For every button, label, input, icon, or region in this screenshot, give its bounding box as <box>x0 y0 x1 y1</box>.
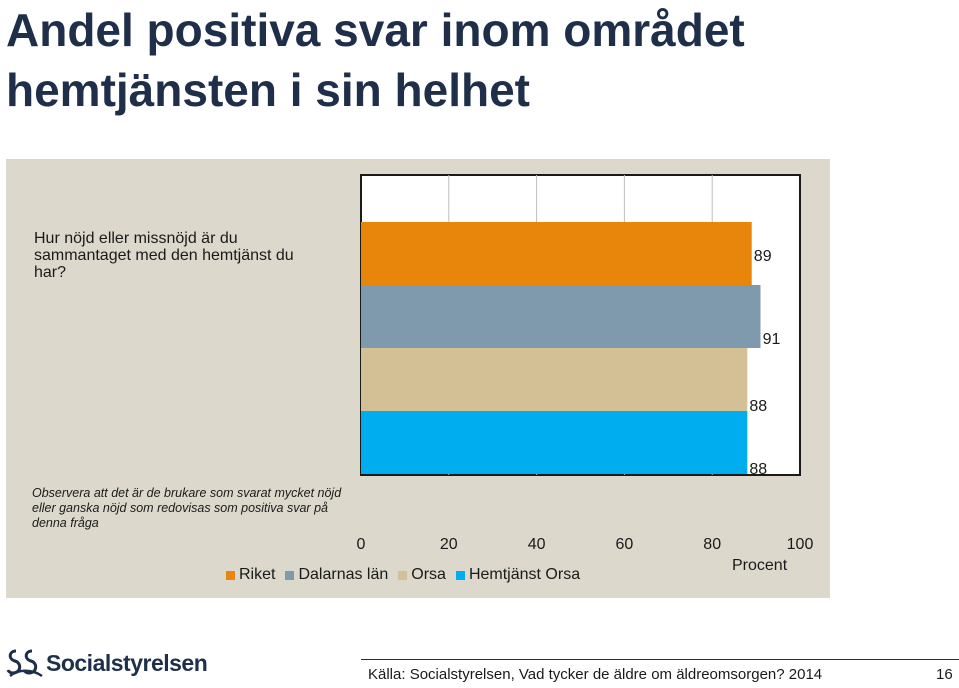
data-label: 88 <box>749 461 767 478</box>
x-tick-label: 60 <box>616 536 634 553</box>
footer-divider <box>361 659 959 660</box>
bar-dalarnas-l-n <box>361 285 761 348</box>
legend-item: Dalarnas län <box>285 566 388 584</box>
data-label: 91 <box>763 331 781 348</box>
legend-label: Riket <box>239 566 276 583</box>
legend-label: Dalarnas län <box>298 566 389 583</box>
legend-swatch <box>226 570 235 580</box>
data-label: 89 <box>754 248 772 265</box>
x-tick-label: 20 <box>440 536 458 553</box>
legend-label: Hemtjänst Orsa <box>468 566 581 583</box>
page-number: 16 <box>936 666 953 683</box>
legend-swatch <box>398 570 408 580</box>
data-label: 88 <box>749 398 767 415</box>
legend-item: Orsa <box>398 566 446 584</box>
footnote: Observera att det är de brukare som svar… <box>32 486 342 530</box>
chart-legend: Riket Dalarnas län Orsa Hemtjänst Orsa <box>226 566 590 584</box>
bar-riket <box>361 222 752 285</box>
legend-swatch <box>285 570 295 580</box>
logo-emblem-icon <box>6 649 43 678</box>
source-citation: Källa: Socialstyrelsen, Vad tycker de äl… <box>368 666 823 683</box>
x-tick-label: 40 <box>528 536 546 553</box>
bar-orsa <box>361 348 748 411</box>
bar-hemtj-nst-orsa <box>361 411 748 474</box>
survey-question: Hur nöjd eller missnöjd är du sammantage… <box>34 230 294 281</box>
x-tick-label: 100 <box>787 536 814 553</box>
socialstyrelsen-logo: Socialstyrelsen <box>6 647 208 679</box>
slide-title: Andel positiva svar inom området hemtjän… <box>6 4 745 116</box>
x-tick-label: 0 <box>357 536 366 553</box>
legend-label: Orsa <box>411 566 446 583</box>
logo-text: Socialstyrelsen <box>46 649 208 676</box>
legend-item: Riket <box>226 566 275 584</box>
x-axis-label: Procent <box>732 557 788 574</box>
legend-swatch <box>455 570 465 580</box>
legend-item: Hemtjänst Orsa <box>455 566 581 584</box>
x-tick-label: 80 <box>703 536 721 553</box>
